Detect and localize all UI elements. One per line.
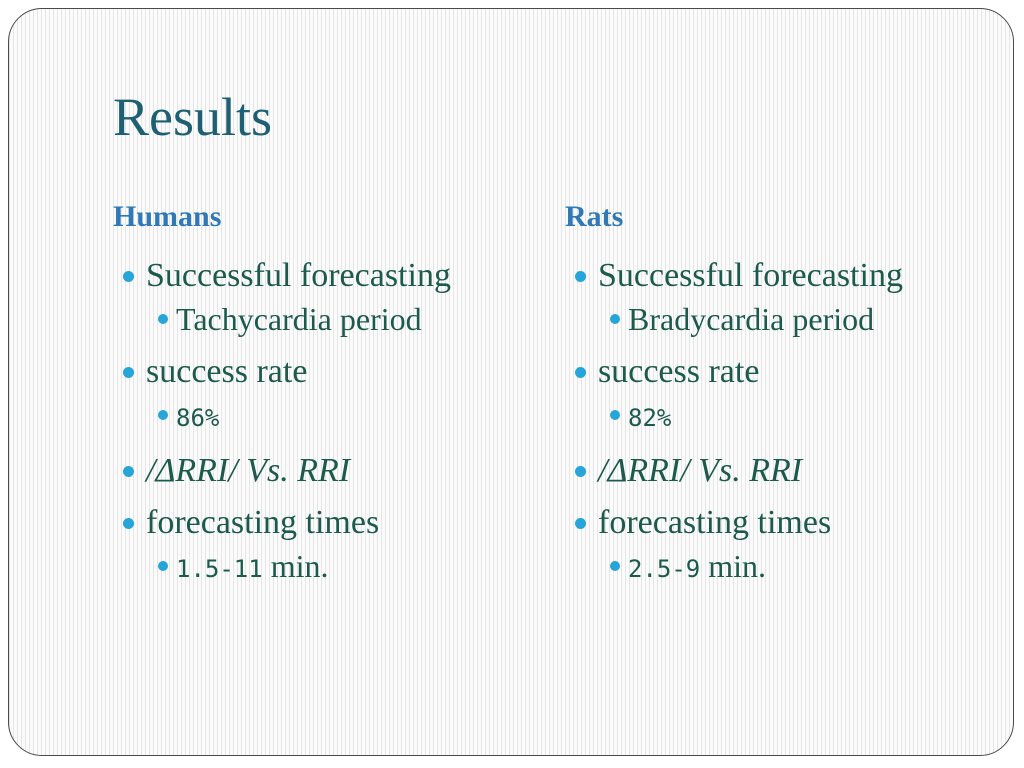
humans-success-value-item: 86% xyxy=(113,393,533,440)
humans-list: Successful forecasting Tachycardia perio… xyxy=(113,255,533,591)
humans-success-label: success rate xyxy=(146,353,308,390)
rats-comparison-prefix: /ΔRRI/ xyxy=(598,452,690,489)
rats-success-value-item: 82% xyxy=(565,393,985,440)
humans-times-item: forecasting times xyxy=(113,502,533,544)
rats-times-unit: min. xyxy=(700,548,767,584)
rats-column: Rats Successful forecasting Bradycardia … xyxy=(565,199,985,601)
rats-success-item: success rate xyxy=(565,351,985,393)
humans-comparison-item: /ΔRRI/ Vs. RRI xyxy=(113,450,533,492)
rats-times-value-item: 2.5-9 min. xyxy=(565,544,985,591)
humans-comparison-suffix: Vs. RRI xyxy=(237,452,351,489)
rats-list: Successful forecasting Bradycardia perio… xyxy=(565,255,985,591)
slide-title: Results xyxy=(113,87,273,147)
rats-times-item: forecasting times xyxy=(565,502,985,544)
humans-period-item: Tachycardia period xyxy=(113,297,533,341)
humans-times-label: forecasting times xyxy=(146,504,380,541)
rats-period-label: Bradycardia period xyxy=(628,301,875,337)
humans-forecasting-label: Successful forecasting xyxy=(146,257,451,294)
rats-comparison-item: /ΔRRI/ Vs. RRI xyxy=(565,450,985,492)
humans-success-item: success rate xyxy=(113,351,533,393)
humans-times-value: 1.5-11 xyxy=(176,555,263,583)
slide-frame: Results Humans Successful forecasting Ta… xyxy=(8,8,1014,756)
humans-times-value-item: 1.5-11 min. xyxy=(113,544,533,591)
humans-success-value: 86% xyxy=(176,404,220,432)
humans-forecasting-item: Successful forecasting xyxy=(113,255,533,297)
humans-times-unit: min. xyxy=(262,548,329,584)
rats-success-label: success rate xyxy=(598,353,760,390)
rats-period-item: Bradycardia period xyxy=(565,297,985,341)
humans-comparison-prefix: /ΔRRI/ xyxy=(146,452,238,489)
rats-comparison-suffix: Vs. RRI xyxy=(689,452,803,489)
humans-heading: Humans xyxy=(113,200,222,233)
rats-times-label: forecasting times xyxy=(598,504,832,541)
humans-period-label: Tachycardia period xyxy=(176,301,422,337)
rats-success-value: 82% xyxy=(628,404,672,432)
rats-times-value: 2.5-9 xyxy=(628,555,701,583)
rats-forecasting-item: Successful forecasting xyxy=(565,255,985,297)
rats-forecasting-label: Successful forecasting xyxy=(598,257,903,294)
rats-heading: Rats xyxy=(565,200,624,233)
humans-column: Humans Successful forecasting Tachycardi… xyxy=(113,199,533,601)
